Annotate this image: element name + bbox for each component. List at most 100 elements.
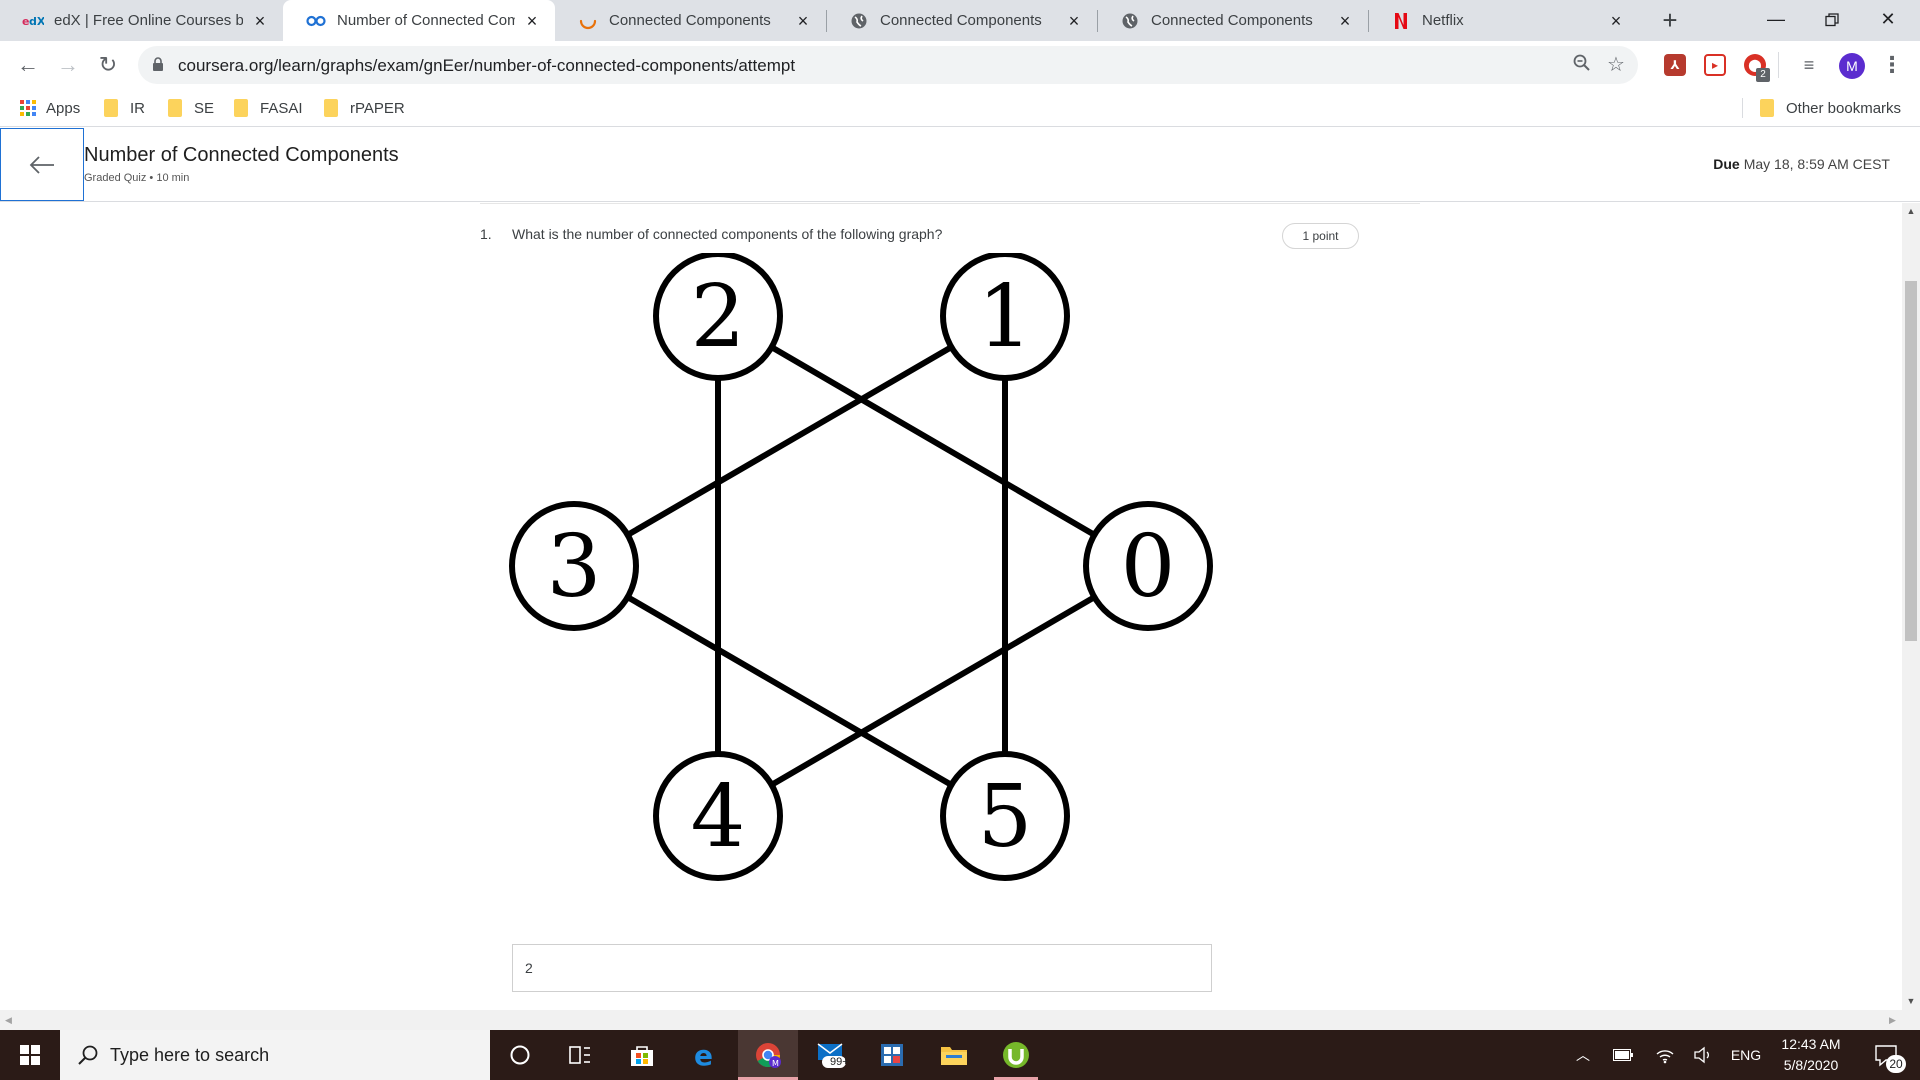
edge-browser-icon[interactable]: e xyxy=(676,1030,736,1080)
back-arrow-icon[interactable]: ← xyxy=(17,52,39,77)
tab-title: Connected Components xyxy=(1151,12,1313,29)
vertical-scrollbar[interactable]: ▲ ▼ xyxy=(1902,203,1920,1010)
graph-node-5: 5 xyxy=(940,751,1070,881)
store-icon[interactable] xyxy=(612,1030,672,1080)
graph-node-circle xyxy=(1083,501,1213,631)
close-tab-icon[interactable]: × xyxy=(1068,10,1080,31)
bookmark-label: Apps xyxy=(46,99,81,117)
scroll-left-arrow-icon[interactable]: ◀ xyxy=(5,1015,12,1025)
graph-node-circle xyxy=(940,253,1070,381)
search-placeholder: Type here to search xyxy=(110,1044,270,1065)
extension-badge: 2 xyxy=(1756,68,1770,82)
graph-node-label: 1 xyxy=(978,267,1033,367)
windows-taskbar: Type here to search e M 99+ ︿ ENG 12:43 … xyxy=(0,1030,1920,1080)
close-tab-icon[interactable]: × xyxy=(1610,10,1622,31)
graph-node-label: 2 xyxy=(691,267,746,367)
bookmark-folder-rpaper[interactable]: rPAPER xyxy=(324,89,405,127)
folder-icon xyxy=(104,99,118,117)
pdf-extension-icon[interactable]: ⅄ xyxy=(1664,54,1686,76)
due-date: Due May 18, 8:59 AM CEST xyxy=(1713,156,1890,172)
minimize-button[interactable]: — xyxy=(1767,9,1785,29)
tab-title: Connected Components xyxy=(880,12,1042,29)
scroll-up-arrow-icon[interactable]: ▲ xyxy=(1906,206,1916,216)
tab-edx[interactable]: e dX edX | Free Online Courses by × xyxy=(0,0,284,41)
bookmark-apps[interactable]: Apps xyxy=(20,89,80,127)
profile-avatar[interactable]: M xyxy=(1839,53,1865,79)
menu-kebab-icon[interactable]: ⋮ xyxy=(1881,52,1903,77)
zoom-icon[interactable] xyxy=(1570,53,1594,77)
notifications-button[interactable]: 20 xyxy=(1866,1030,1906,1080)
tab-netflix[interactable]: Netflix × xyxy=(1368,0,1639,41)
graph-node-circle xyxy=(509,501,639,631)
lock-icon xyxy=(153,57,163,71)
notification-count-badge: 20 xyxy=(1886,1055,1906,1073)
media-control-icon[interactable]: ≡ xyxy=(1803,55,1815,75)
toolbar-divider xyxy=(1778,52,1779,78)
language-indicator[interactable]: ENG xyxy=(1730,1047,1762,1063)
utorrent-icon[interactable] xyxy=(986,1030,1046,1080)
close-tab-icon[interactable]: × xyxy=(254,10,266,31)
vertical-scroll-thumb[interactable] xyxy=(1905,281,1917,641)
tab-connected-components-2[interactable]: Connected Components × xyxy=(826,0,1098,41)
scroll-right-arrow-icon[interactable]: ▶ xyxy=(1889,1015,1896,1025)
bookmark-star-icon[interactable]: ☆ xyxy=(1607,54,1625,76)
chrome-icon[interactable]: M xyxy=(738,1030,798,1080)
search-icon xyxy=(78,1045,98,1065)
start-button[interactable] xyxy=(0,1030,60,1080)
graph-diagram: 0 1 2 3 4 5 xyxy=(509,253,1213,881)
bookmark-label: IR xyxy=(130,99,145,117)
close-tab-icon[interactable]: × xyxy=(526,10,538,31)
volume-icon[interactable] xyxy=(1688,1030,1718,1080)
system-clock[interactable]: 12:43 AM 5/8/2020 xyxy=(1766,1034,1856,1076)
bookmark-folder-ir[interactable]: IR xyxy=(104,89,145,127)
tab-coursera-active[interactable]: Number of Connected Comp × xyxy=(283,0,555,41)
show-hidden-icons-chevron-icon[interactable]: ︿ xyxy=(1576,1047,1590,1063)
bookmarks-divider xyxy=(1742,98,1743,118)
graph-node-4: 4 xyxy=(653,751,783,881)
graph-node-circle xyxy=(653,751,783,881)
apps-grid-icon xyxy=(20,100,36,116)
clock-date: 5/8/2020 xyxy=(1783,1057,1839,1073)
answer-input[interactable]: 2 xyxy=(512,944,1212,992)
wifi-icon[interactable] xyxy=(1650,1030,1680,1080)
tab-connected-components-3[interactable]: Connected Components × xyxy=(1097,0,1369,41)
bookmark-folder-fasai[interactable]: FASAI xyxy=(234,89,303,127)
restore-button[interactable] xyxy=(1804,0,1860,41)
svg-text:dX: dX xyxy=(29,15,44,27)
reload-icon[interactable]: ↻ xyxy=(98,52,118,77)
windows-logo-icon xyxy=(20,1045,40,1065)
video-extension-icon[interactable]: ▸ xyxy=(1704,54,1726,76)
close-window-button[interactable]: ✕ xyxy=(1880,9,1896,29)
tab-connected-components-1[interactable]: Connected Components × xyxy=(555,0,827,41)
bookmark-label: rPAPER xyxy=(350,99,405,117)
close-tab-icon[interactable]: × xyxy=(797,10,809,31)
mail-icon[interactable]: 99+ xyxy=(802,1030,862,1080)
battery-icon[interactable] xyxy=(1608,1030,1638,1080)
quiz-back-button[interactable] xyxy=(0,128,84,201)
points-badge: 1 point xyxy=(1282,223,1359,249)
quiz-header: Number of Connected Components Graded Qu… xyxy=(0,128,1920,202)
svg-text:M: M xyxy=(772,1059,779,1068)
folder-icon xyxy=(1760,99,1774,117)
graph-node-1: 1 xyxy=(940,253,1070,381)
forward-arrow-icon[interactable]: → xyxy=(57,52,79,77)
horizontal-scrollbar[interactable]: ◀ ▶ xyxy=(0,1010,1920,1030)
task-view-icon[interactable] xyxy=(550,1030,610,1080)
new-tab-button[interactable]: + xyxy=(1662,5,1678,35)
cortana-icon[interactable] xyxy=(490,1030,550,1080)
file-explorer-icon[interactable] xyxy=(924,1030,984,1080)
quiz-subtitle: Graded Quiz • 10 min xyxy=(84,172,190,184)
scroll-down-arrow-icon[interactable]: ▼ xyxy=(1906,996,1916,1006)
edx-logo-icon: e dX xyxy=(22,12,44,30)
close-tab-icon[interactable]: × xyxy=(1339,10,1351,31)
quiz-title: Number of Connected Components xyxy=(84,144,399,166)
taskbar-search-box[interactable]: Type here to search xyxy=(60,1030,490,1080)
bookmark-folder-se[interactable]: SE xyxy=(168,89,214,127)
bookmark-other[interactable]: Other bookmarks xyxy=(1760,89,1901,127)
calculator-app-icon[interactable] xyxy=(862,1030,922,1080)
graph-node-label: 0 xyxy=(1121,517,1176,617)
bookmarks-bar: Apps IR SE FASAI rPAPER Other bookmarks xyxy=(0,89,1920,127)
address-bar[interactable]: coursera.org/learn/graphs/exam/gnEer/num… xyxy=(138,46,1638,84)
loading-spinner-icon xyxy=(577,12,599,30)
tab-separator xyxy=(1097,10,1098,32)
